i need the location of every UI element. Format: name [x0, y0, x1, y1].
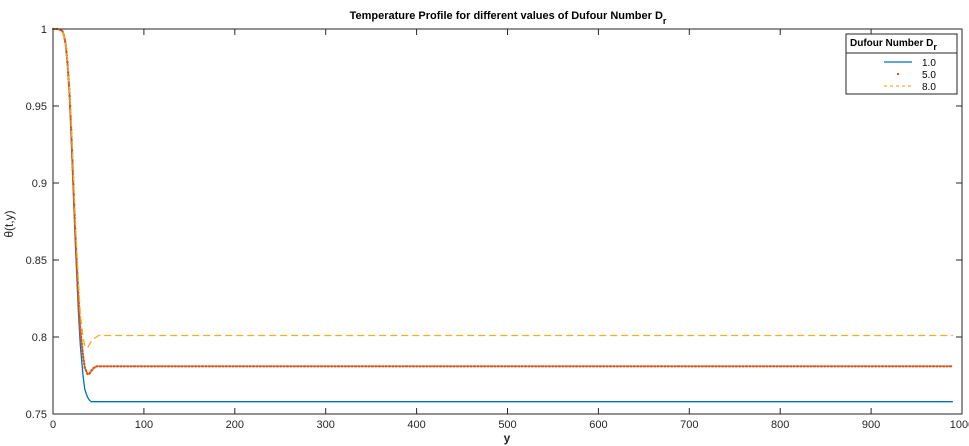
legend-entry-label: 8.0: [922, 82, 936, 93]
y-axis-ticks: 0.75 0.8 0.85 0.9 0.95 1: [26, 24, 962, 421]
x-tick-label: 300: [317, 419, 335, 431]
y-tick-label: 1: [41, 24, 47, 36]
legend: Dufour Number Dr 1.05.08.0: [845, 33, 958, 95]
x-tick-label: 800: [771, 419, 789, 431]
legend-entry-label: 5.0: [922, 70, 936, 81]
y-tick-label: 0.9: [32, 178, 47, 190]
x-tick-label: 900: [862, 419, 880, 431]
legend-title: Dufour Number Dr: [850, 38, 937, 52]
chart-title-main: Temperature Profile for different values…: [350, 10, 663, 22]
y-tick-label: 0.75: [26, 409, 47, 421]
plot-frame: [52, 28, 963, 415]
x-tick-label: 100: [135, 419, 153, 431]
legend-title-main: Dufour Number D: [850, 38, 933, 49]
chart-title: Temperature Profile for different values…: [350, 10, 667, 26]
x-tick-label: 0: [50, 419, 56, 431]
plot-area: [53, 29, 962, 414]
legend-entries: 1.05.08.0: [884, 58, 936, 93]
y-tick-label: 0.95: [26, 101, 47, 113]
x-tick-label: 400: [407, 419, 425, 431]
legend-title-subscript: r: [933, 42, 937, 52]
series-line-8-0: [53, 28, 953, 349]
y-tick-label: 0.8: [32, 332, 47, 344]
legend-box: [845, 33, 958, 95]
y-tick-label: 0.85: [26, 255, 47, 267]
x-tick-label: 200: [226, 419, 244, 431]
x-tick-label: 500: [498, 419, 516, 431]
x-tick-label: 700: [680, 419, 698, 431]
legend-entry-label: 1.0: [922, 58, 936, 69]
series-layer: [51, 27, 954, 403]
y-axis-label: θ(t,y): [2, 210, 16, 237]
x-tick-label: 600: [589, 419, 607, 431]
chart-title-subscript: r: [663, 16, 667, 26]
x-axis-label: y: [504, 431, 511, 445]
